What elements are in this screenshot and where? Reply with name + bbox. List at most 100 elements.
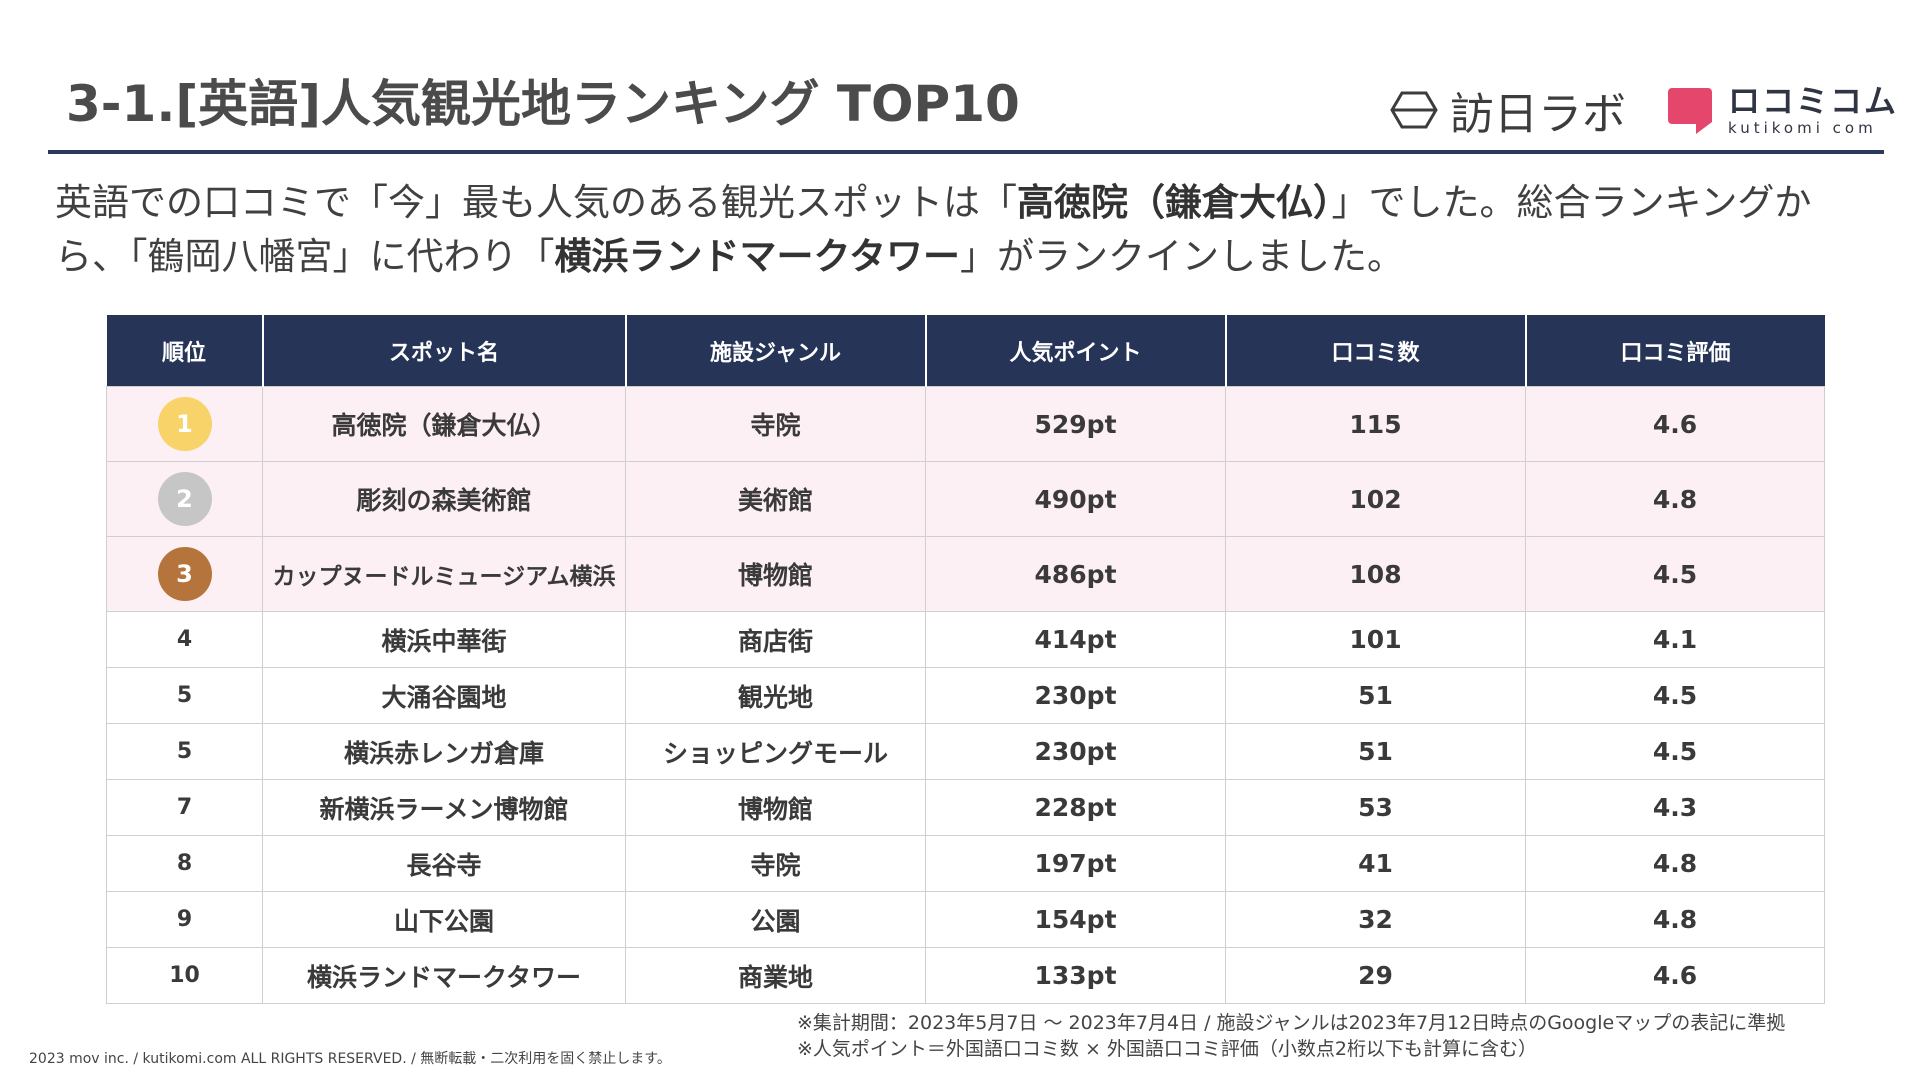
- points-cell: 230pt: [925, 667, 1226, 724]
- table-row: 4 横浜中華街 商店街 414pt 101 4.1: [106, 611, 1825, 668]
- table-row: 1 高徳院（鎌倉大仏） 寺院 529pt 115 4.6: [106, 386, 1825, 462]
- genre-cell: 商業地: [625, 947, 926, 1004]
- rating-cell: 4.5: [1525, 536, 1825, 612]
- genre-cell: 商店街: [625, 611, 926, 668]
- copyright-text: 2023 mov inc. / kutikomi.com ALL RIGHTS …: [29, 1051, 671, 1067]
- points-cell: 529pt: [925, 386, 1226, 462]
- spot-name-cell: カップヌードルミュージアム横浜: [262, 536, 626, 612]
- rank-cell: 2: [106, 461, 263, 537]
- header-review-count: 口コミ数: [1225, 315, 1527, 387]
- review-count-cell: 51: [1225, 667, 1526, 724]
- rating-cell: 4.8: [1525, 835, 1825, 892]
- rating-cell: 4.8: [1525, 891, 1825, 948]
- genre-cell: 博物館: [625, 779, 926, 836]
- genre-cell: 観光地: [625, 667, 926, 724]
- lead-bold-1: 高徳院（鎌倉大仏）: [1017, 181, 1332, 224]
- review-count-cell: 53: [1225, 779, 1526, 836]
- spot-name-cell: 横浜ランドマークタワー: [262, 947, 626, 1004]
- bronze-medal-badge: 3: [157, 547, 212, 601]
- spot-name-cell: 彫刻の森美術館: [262, 461, 626, 537]
- lead-text-2: 」でした。総合ランキングから、「鶴岡八幡宮」に代わり「: [55, 181, 1812, 278]
- header-genre: 施設ジャンル: [625, 315, 927, 387]
- header-divider: [48, 150, 1884, 154]
- genre-cell: 寺院: [625, 386, 926, 462]
- spot-name-cell: 横浜中華街: [262, 611, 626, 668]
- speech-bubble-logo-icon: [1668, 88, 1712, 134]
- table-row: 5 横浜赤レンガ倉庫 ショッピングモール 230pt 51 4.5: [106, 723, 1825, 780]
- table-row: 7 新横浜ラーメン博物館 博物館 228pt 53 4.3: [106, 779, 1825, 836]
- footnote-period: ※集計期間：2023年5月7日 〜 2023年7月4日 / 施設ジャンルは202…: [797, 1012, 1786, 1034]
- rank-cell: 1: [106, 386, 263, 462]
- houjichi-labo-logo: 訪日ラボ: [1390, 80, 1626, 140]
- points-cell: 414pt: [925, 611, 1226, 668]
- rating-cell: 4.1: [1525, 611, 1825, 668]
- header-review-rating: 口コミ評価: [1525, 315, 1825, 387]
- review-count-cell: 32: [1225, 891, 1526, 948]
- points-cell: 486pt: [925, 536, 1226, 612]
- rank-cell: 5: [106, 723, 263, 780]
- silver-medal-badge: 2: [157, 472, 212, 526]
- genre-cell: 博物館: [625, 536, 926, 612]
- rating-cell: 4.6: [1525, 386, 1825, 462]
- houjichi-labo-text: 訪日ラボ: [1450, 89, 1626, 140]
- rating-cell: 4.5: [1525, 723, 1825, 780]
- points-cell: 133pt: [925, 947, 1226, 1004]
- table-row: 2 彫刻の森美術館 美術館 490pt 102 4.8: [106, 461, 1825, 537]
- review-count-cell: 51: [1225, 723, 1526, 780]
- genre-cell: 美術館: [625, 461, 926, 537]
- lead-text-1: 英語での口コミで「今」最も人気のある観光スポットは「: [55, 181, 1017, 224]
- header-rank: 順位: [106, 315, 264, 387]
- spot-name-cell: 大涌谷園地: [262, 667, 626, 724]
- spot-name-cell: 長谷寺: [262, 835, 626, 892]
- lead-bold-2: 横浜ランドマークタワー: [554, 235, 961, 278]
- footnote-formula: ※人気ポイント＝外国語口コミ数 × 外国語口コミ評価（小数点2桁以下も計算に含む…: [797, 1038, 1538, 1060]
- points-cell: 154pt: [925, 891, 1226, 948]
- review-count-cell: 102: [1225, 461, 1526, 537]
- rating-cell: 4.8: [1525, 461, 1825, 537]
- points-cell: 228pt: [925, 779, 1226, 836]
- table-row: 8 長谷寺 寺院 197pt 41 4.8: [106, 835, 1825, 892]
- points-cell: 230pt: [925, 723, 1226, 780]
- kutikomi-logo-main-text: ロコミコム: [1728, 81, 1899, 120]
- header-points: 人気ポイント: [925, 315, 1227, 387]
- spot-name-cell: 山下公園: [262, 891, 626, 948]
- rating-cell: 4.5: [1525, 667, 1825, 724]
- review-count-cell: 115: [1225, 386, 1526, 462]
- points-cell: 490pt: [925, 461, 1226, 537]
- hexagon-logo-icon: [1390, 91, 1438, 129]
- kutikomi-logo: ロコミコム kutikomi com: [1666, 80, 1898, 140]
- table-row: 5 大涌谷園地 観光地 230pt 51 4.5: [106, 667, 1825, 724]
- gold-medal-badge: 1: [157, 397, 212, 451]
- rank-cell: 9: [106, 891, 263, 948]
- review-count-cell: 108: [1225, 536, 1526, 612]
- review-count-cell: 29: [1225, 947, 1526, 1004]
- genre-cell: ショッピングモール: [625, 723, 926, 780]
- spot-name-cell: 高徳院（鎌倉大仏）: [262, 386, 626, 462]
- rank-cell: 8: [106, 835, 263, 892]
- table-row: 10 横浜ランドマークタワー 商業地 133pt 29 4.6: [106, 947, 1825, 1004]
- page-title: 3-1.[英語]人気観光地ランキング TOP10: [66, 75, 1020, 133]
- spot-name-cell: 新横浜ラーメン博物館: [262, 779, 626, 836]
- genre-cell: 公園: [625, 891, 926, 948]
- lead-paragraph: 英語での口コミで「今」最も人気のある観光スポットは「高徳院（鎌倉大仏）」でした。…: [55, 176, 1855, 284]
- rank-cell: 10: [106, 947, 263, 1004]
- footnotes: ※集計期間：2023年5月7日 〜 2023年7月4日 / 施設ジャンルは202…: [797, 1010, 1785, 1062]
- rank-cell: 5: [106, 667, 263, 724]
- rank-cell: 7: [106, 779, 263, 836]
- points-cell: 197pt: [925, 835, 1226, 892]
- header-spot-name: スポット名: [262, 315, 627, 387]
- kutikomi-logo-sub-text: kutikomi com: [1728, 118, 1877, 137]
- spot-name-cell: 横浜赤レンガ倉庫: [262, 723, 626, 780]
- table-row: 3 カップヌードルミュージアム横浜 博物館 486pt 108 4.5: [106, 536, 1825, 612]
- genre-cell: 寺院: [625, 835, 926, 892]
- table-header-row: 順位 スポット名 施設ジャンル 人気ポイント 口コミ数 口コミ評価: [106, 315, 1825, 387]
- rank-cell: 3: [106, 536, 263, 612]
- rating-cell: 4.3: [1525, 779, 1825, 836]
- review-count-cell: 101: [1225, 611, 1526, 668]
- table-row: 9 山下公園 公園 154pt 32 4.8: [106, 891, 1825, 948]
- lead-text-3: 」がランクインしました。: [960, 235, 1405, 278]
- rating-cell: 4.6: [1525, 947, 1825, 1004]
- review-count-cell: 41: [1225, 835, 1526, 892]
- rank-cell: 4: [106, 611, 263, 668]
- ranking-table: 順位 スポット名 施設ジャンル 人気ポイント 口コミ数 口コミ評価 1 高徳院（…: [106, 315, 1825, 1004]
